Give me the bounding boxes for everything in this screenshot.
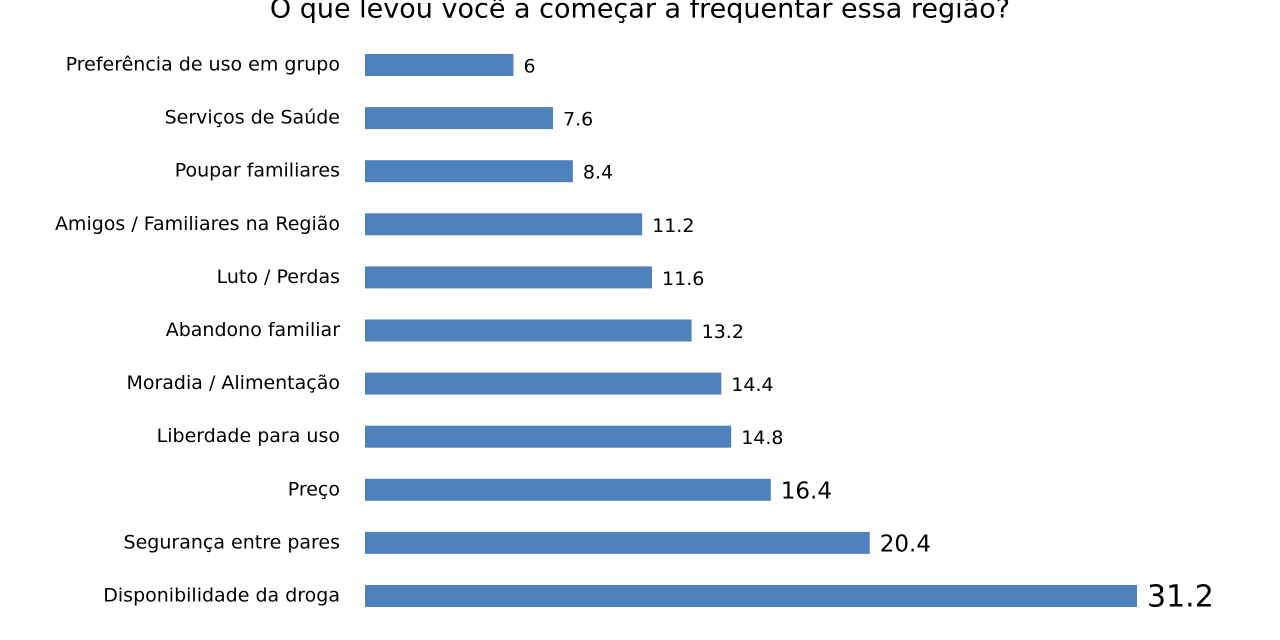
value-label: 20.4 [880, 531, 931, 557]
bar [365, 478, 771, 501]
value-label: 6 [523, 56, 535, 78]
value-label: 31.2 [1147, 580, 1214, 615]
category-label: Preço [288, 478, 340, 500]
bar [365, 213, 643, 236]
bar [365, 54, 514, 76]
category-label: Disponibilidade da droga [103, 585, 340, 607]
bar [365, 107, 554, 130]
category-label: Liberdade para uso [157, 425, 340, 447]
bar [365, 266, 653, 289]
value-label: 7.6 [563, 109, 593, 131]
value-label: 13.2 [702, 321, 744, 343]
value-label: 11.6 [662, 268, 704, 290]
bar [365, 160, 573, 183]
value-label: 8.4 [583, 162, 613, 184]
value-label: 16.4 [781, 478, 832, 504]
category-label: Preferência de uso em grupo [66, 54, 340, 76]
bar [365, 319, 692, 342]
chart-title: O que levou você a começar a frequentar … [270, 0, 1010, 25]
category-label: Amigos / Familiares na Região [55, 213, 340, 235]
bar [365, 372, 722, 395]
value-label: 11.2 [652, 215, 694, 237]
value-label: 14.4 [731, 374, 773, 396]
category-label: Serviços de Saúde [165, 107, 340, 129]
bar [365, 585, 1137, 607]
bar [365, 531, 870, 554]
category-label: Luto / Perdas [217, 266, 340, 288]
category-label: Poupar familiares [175, 160, 340, 182]
category-label: Moradia / Alimentação [126, 372, 340, 394]
value-label: 14.8 [741, 427, 783, 449]
category-label: Segurança entre pares [124, 531, 340, 553]
bar [365, 425, 732, 448]
category-label: Abandono familiar [166, 319, 340, 341]
